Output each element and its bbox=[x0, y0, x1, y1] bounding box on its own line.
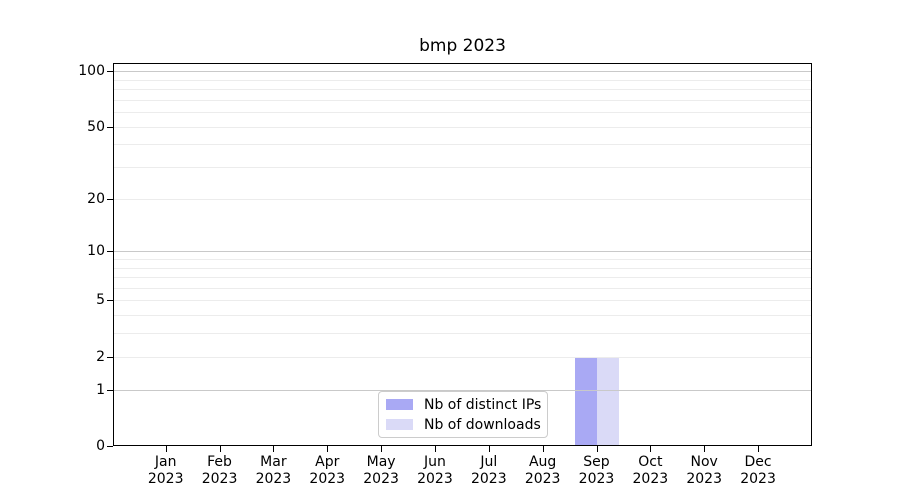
y-gridline-minor-40 bbox=[114, 144, 811, 145]
y-gridline-major-100 bbox=[114, 71, 811, 72]
y-tick-50 bbox=[107, 127, 113, 128]
y-gridline-minor-4 bbox=[114, 315, 811, 316]
legend-swatch-downloads bbox=[386, 419, 413, 430]
x-tick-label-may-2023: May 2023 bbox=[363, 454, 399, 487]
x-tick-dec-2023 bbox=[758, 446, 759, 452]
y-gridline-minor-6 bbox=[114, 288, 811, 289]
legend-label-downloads: Nb of downloads bbox=[424, 416, 541, 433]
x-tick-label-mar-2023: Mar 2023 bbox=[255, 454, 292, 487]
y-tick-5 bbox=[107, 300, 113, 301]
x-tick-jul-2023 bbox=[489, 446, 490, 452]
y-tick-label-50: 50 bbox=[87, 118, 105, 135]
y-gridline-minor-9 bbox=[114, 259, 811, 260]
y-gridline-minor-90 bbox=[114, 80, 811, 81]
x-tick-label-jan-2023: Jan 2023 bbox=[147, 454, 184, 487]
legend: Nb of distinct IPs Nb of downloads bbox=[378, 391, 548, 438]
legend-item-distinct-ips: Nb of distinct IPs bbox=[386, 396, 542, 413]
y-tick-1 bbox=[107, 390, 113, 391]
plot-area bbox=[113, 63, 812, 446]
y-tick-label-2: 2 bbox=[96, 348, 105, 365]
x-tick-feb-2023 bbox=[220, 446, 221, 452]
y-gridline-minor-20 bbox=[114, 199, 811, 200]
x-tick-aug-2023 bbox=[543, 446, 544, 452]
y-gridline-minor-8 bbox=[114, 268, 811, 269]
y-tick-label-100: 100 bbox=[78, 63, 105, 80]
x-tick-label-nov-2023: Nov 2023 bbox=[686, 454, 722, 487]
x-tick-label-jul-2023: Jul 2023 bbox=[470, 454, 507, 487]
chart-title: bmp 2023 bbox=[419, 36, 506, 56]
y-gridline-minor-2 bbox=[114, 357, 811, 358]
y-gridline-major-1 bbox=[114, 390, 811, 391]
x-tick-oct-2023 bbox=[650, 446, 651, 452]
y-tick-label-1: 1 bbox=[96, 381, 105, 398]
x-tick-may-2023 bbox=[381, 446, 382, 452]
x-tick-apr-2023 bbox=[327, 446, 328, 452]
legend-swatch-distinct-ips bbox=[386, 399, 413, 410]
y-gridline-minor-7 bbox=[114, 277, 811, 278]
y-tick-label-5: 5 bbox=[96, 292, 105, 309]
y-gridline-minor-3 bbox=[114, 333, 811, 334]
x-tick-label-feb-2023: Feb 2023 bbox=[201, 454, 238, 487]
x-tick-label-dec-2023: Dec 2023 bbox=[740, 454, 776, 487]
y-tick-label-20: 20 bbox=[87, 190, 105, 207]
x-tick-sep-2023 bbox=[597, 446, 598, 452]
x-tick-label-oct-2023: Oct 2023 bbox=[632, 454, 669, 487]
y-gridline-minor-5 bbox=[114, 300, 811, 301]
bar-nb-of-downloads-sep-2023 bbox=[596, 356, 619, 445]
y-gridline-minor-30 bbox=[114, 167, 811, 168]
bar-nb-of-distinct-ips-sep-2023 bbox=[574, 356, 597, 445]
y-tick-label-0: 0 bbox=[96, 438, 105, 454]
y-tick-label-10: 10 bbox=[87, 243, 105, 260]
y-gridline-major-10 bbox=[114, 251, 811, 252]
x-tick-label-jun-2023: Jun 2023 bbox=[417, 454, 453, 487]
x-tick-label-apr-2023: Apr 2023 bbox=[309, 454, 346, 487]
y-gridline-minor-50 bbox=[114, 127, 811, 128]
legend-item-downloads: Nb of downloads bbox=[386, 416, 541, 433]
x-tick-mar-2023 bbox=[273, 446, 274, 452]
y-tick-0 bbox=[107, 446, 113, 447]
y-tick-2 bbox=[107, 357, 113, 358]
y-tick-20 bbox=[107, 199, 113, 200]
x-tick-jan-2023 bbox=[166, 446, 167, 452]
y-gridline-minor-70 bbox=[114, 100, 811, 101]
y-gridline-minor-60 bbox=[114, 112, 811, 113]
y-gridline-minor-80 bbox=[114, 89, 811, 90]
x-tick-label-sep-2023: Sep 2023 bbox=[578, 454, 615, 487]
y-tick-100 bbox=[107, 71, 113, 72]
x-tick-nov-2023 bbox=[704, 446, 705, 452]
y-tick-10 bbox=[107, 251, 113, 252]
legend-label-distinct-ips: Nb of distinct IPs bbox=[424, 396, 542, 413]
x-tick-label-aug-2023: Aug 2023 bbox=[524, 454, 561, 487]
x-tick-jun-2023 bbox=[435, 446, 436, 452]
